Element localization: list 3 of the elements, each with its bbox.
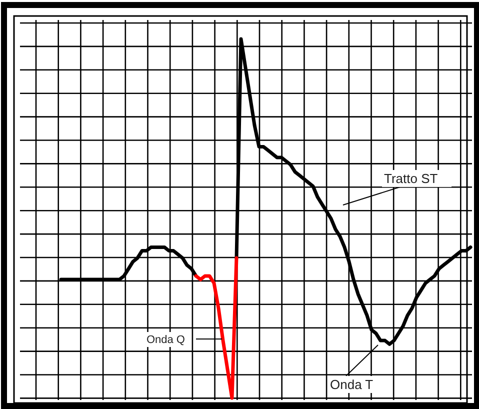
annotation: Onda T bbox=[330, 377, 374, 392]
annotation: Tratto ST bbox=[384, 171, 438, 186]
annotation: Onda Q bbox=[146, 334, 186, 346]
